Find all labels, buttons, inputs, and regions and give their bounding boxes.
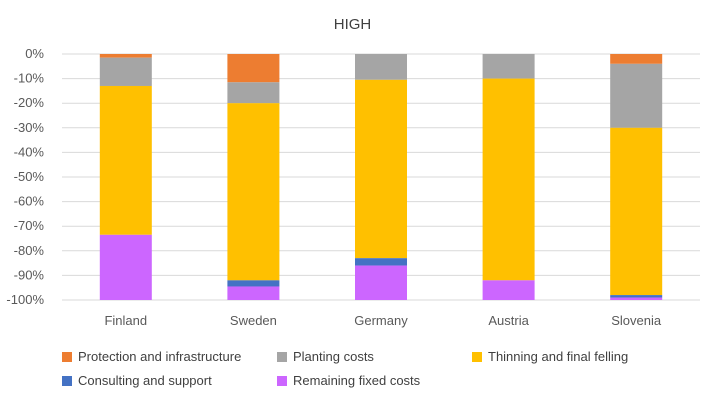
x-tick-label: Slovenia [611,313,662,328]
y-tick-label: -80% [14,243,45,258]
legend-swatch [277,375,287,386]
bar-segment [99,54,152,58]
y-tick-label: 0% [25,46,44,61]
bar-segment [355,258,407,266]
bar-segment [610,54,663,64]
legend-label: Planting costs [293,349,374,364]
bar-segment [482,54,535,79]
bar-segment [482,280,535,300]
bar-segment [610,63,663,128]
bar-segment [99,57,152,86]
y-tick-label: -20% [14,95,45,110]
y-tick-label: -90% [14,267,45,282]
legend-label: Consulting and support [78,373,212,388]
bar-segment [99,234,152,300]
bar-segment [355,79,407,259]
legend-item: Planting costs [277,349,374,364]
y-tick-label: -70% [14,218,45,233]
legend-item: Protection and infrastructure [62,349,241,364]
legend-label: Thinning and final felling [488,349,629,364]
y-tick-label: -100% [6,292,44,307]
y-tick-label: -50% [14,169,45,184]
legend-label: Remaining fixed costs [293,373,421,388]
bar-segment [355,265,407,300]
bar-segment [355,54,407,80]
legend-item: Thinning and final felling [472,349,628,364]
bar-segment [227,54,280,83]
legend-item: Remaining fixed costs [277,373,420,388]
bar-segment [610,295,663,298]
bar-segment [482,78,535,281]
bar-segment [227,82,280,104]
legend-swatch [277,351,287,362]
y-tick-label: -30% [14,120,45,135]
y-tick-label: -10% [14,71,45,86]
x-tick-label: Finland [104,313,147,328]
bar-segment [610,127,663,296]
legend-label: Protection and infrastructure [78,349,242,364]
y-tick-label: -60% [14,194,45,209]
bar-segment [99,85,152,235]
legend-swatch [472,351,482,362]
chart-title: HIGH [333,16,372,33]
x-tick-label: Austria [488,313,529,328]
legend-swatch [62,351,72,362]
legend-swatch [62,375,72,386]
x-tick-label: Germany [354,313,408,328]
bar-segment [227,103,280,281]
plot-area: 0% -10% -20% -30% -40% -50% -60% -70% -80% -90% -1… [6,46,700,328]
y-tick-label: -40% [14,144,45,159]
bar-segment [610,297,663,300]
x-tick-label: Sweden [230,313,277,328]
bar-segment [227,280,280,287]
bar-segment [227,286,280,300]
legend-item: Consulting and support [62,373,212,388]
